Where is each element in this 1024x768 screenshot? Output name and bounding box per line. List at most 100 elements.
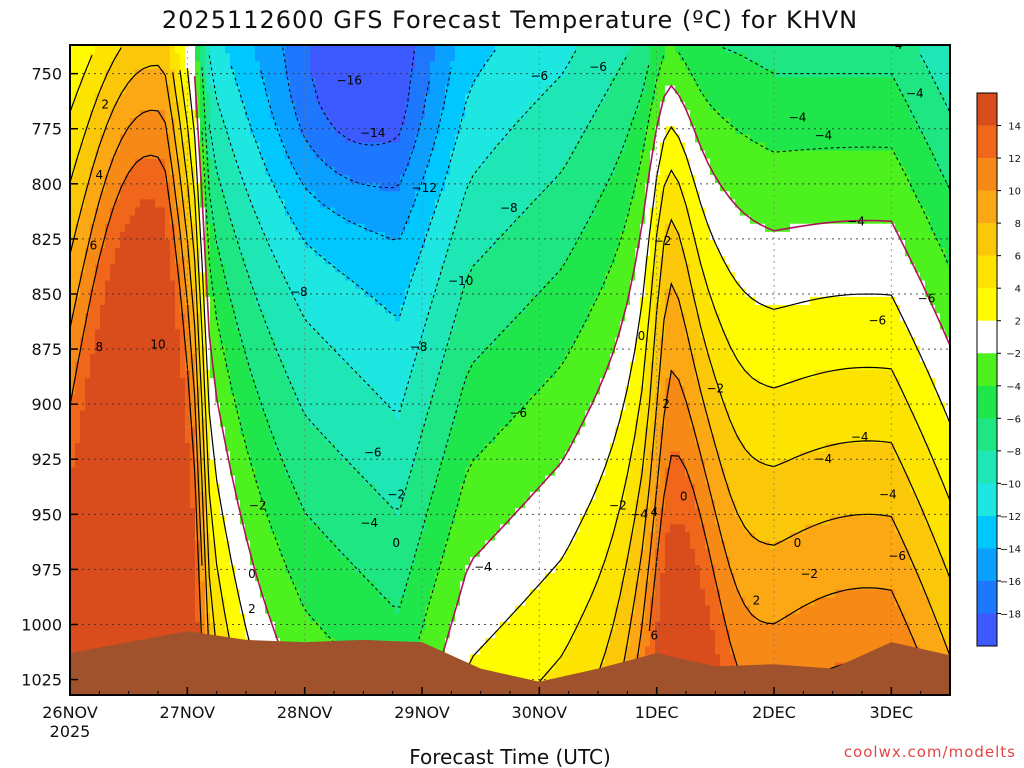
- temperature-cell: [175, 69, 181, 79]
- temperature-cell: [335, 272, 341, 282]
- temperature-cell: [165, 110, 171, 119]
- temperature-cell: [365, 305, 371, 314]
- temperature-cell: [235, 207, 241, 217]
- temperature-cell: [360, 378, 366, 387]
- temperature-cell: [280, 451, 286, 460]
- temperature-cell: [120, 199, 126, 209]
- temperature-cell: [170, 110, 176, 119]
- temperature-cell: [125, 191, 131, 200]
- temperature-cell: [285, 524, 291, 534]
- temperature-cell: [120, 467, 126, 477]
- temperature-cell: [90, 565, 96, 574]
- temperature-cell: [350, 240, 356, 249]
- temperature-cell: [135, 77, 141, 87]
- temperature-cell: [135, 329, 141, 339]
- temperature-cell: [370, 621, 376, 631]
- temperature-cell: [305, 605, 311, 615]
- temperature-cell: [370, 288, 376, 298]
- temperature-cell: [260, 516, 266, 525]
- temperature-cell: [310, 264, 316, 274]
- temperature-cell: [110, 459, 116, 469]
- temperature-cell: [310, 386, 316, 395]
- temperature-cell: [315, 394, 321, 404]
- temperature-cell: [90, 256, 96, 265]
- temperature-cell: [320, 288, 326, 298]
- temperature-cell: [210, 280, 216, 290]
- temperature-cell: [355, 240, 361, 249]
- temperature-cell: [165, 451, 171, 460]
- temperature-cell: [100, 134, 106, 144]
- temperature-cell: [295, 321, 301, 330]
- temperature-cell: [300, 118, 306, 127]
- temperature-cell: [95, 638, 101, 647]
- temperature-cell: [360, 524, 366, 534]
- temperature-cell: [370, 410, 376, 420]
- temperature-cell: [225, 110, 231, 119]
- temperature-cell: [115, 215, 121, 225]
- temperature-cell: [325, 248, 331, 257]
- temperature-cell: [295, 110, 301, 119]
- temperature-cell: [200, 540, 206, 550]
- temperature-cell: [260, 443, 266, 452]
- temperature-cell: [115, 150, 121, 160]
- temperature-cell: [225, 630, 231, 639]
- temperature-cell: [155, 500, 161, 509]
- temperature-cell: [305, 288, 311, 298]
- temperature-cell: [350, 540, 356, 550]
- temperature-cell: [225, 581, 231, 590]
- temperature-cell: [290, 85, 296, 95]
- temperature-cell: [140, 500, 146, 509]
- temperature-cell: [260, 475, 266, 485]
- temperature-cell: [320, 191, 326, 200]
- temperature-cell: [305, 45, 311, 54]
- temperature-cell: [145, 581, 151, 590]
- temperature-cell: [230, 548, 236, 558]
- temperature-cell: [320, 475, 326, 485]
- temperature-cell: [280, 110, 286, 119]
- temperature-cell: [375, 191, 381, 200]
- temperature-cell: [125, 426, 131, 436]
- temperature-cell: [220, 264, 226, 274]
- temperature-cell: [205, 264, 211, 274]
- temperature-cell: [315, 191, 321, 200]
- temperature-cell: [380, 272, 386, 282]
- temperature-cell: [150, 361, 156, 371]
- temperature-cell: [80, 638, 86, 647]
- temperature-cell: [130, 500, 136, 509]
- temperature-cell: [100, 53, 106, 62]
- temperature-cell: [285, 53, 291, 62]
- temperature-cell: [220, 231, 226, 241]
- temperature-cell: [370, 313, 376, 322]
- temperature-cell: [225, 491, 231, 501]
- temperature-cell: [315, 118, 321, 127]
- temperature-cell: [155, 313, 161, 322]
- temperature-cell: [355, 158, 361, 168]
- temperature-cell: [270, 126, 276, 135]
- temperature-cell: [210, 621, 216, 631]
- temperature-cell: [215, 459, 221, 469]
- temperature-cell: [355, 101, 361, 111]
- temperature-cell: [130, 613, 136, 623]
- temperature-cell: [115, 556, 121, 566]
- temperature-cell: [210, 418, 216, 428]
- temperature-cell: [290, 77, 296, 87]
- temperature-cell: [135, 337, 141, 347]
- temperature-cell: [250, 110, 256, 119]
- temperature-cell: [70, 85, 76, 95]
- temperature-cell: [350, 378, 356, 387]
- temperature-cell: [235, 597, 241, 607]
- temperature-cell: [180, 110, 186, 119]
- temperature-cell: [300, 288, 306, 298]
- temperature-cell: [140, 45, 146, 54]
- temperature-cell: [90, 142, 96, 152]
- temperature-cell: [340, 410, 346, 420]
- temperature-cell: [205, 199, 211, 209]
- temperature-cell: [200, 126, 206, 135]
- temperature-cell: [270, 443, 276, 452]
- temperature-cell: [215, 597, 221, 607]
- temperature-cell: [100, 142, 106, 152]
- temperature-cell: [275, 386, 281, 395]
- temperature-cell: [135, 394, 141, 404]
- temperature-cell: [110, 272, 116, 282]
- temperature-cell: [235, 134, 241, 144]
